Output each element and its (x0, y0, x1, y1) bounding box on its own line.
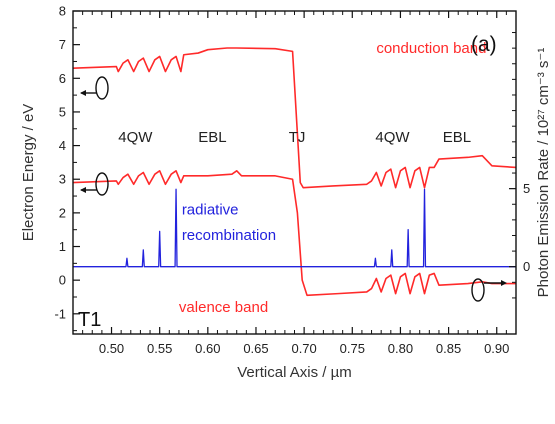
annotation-ebl: EBL (443, 129, 471, 146)
annotation-valence-band: valence band (179, 299, 268, 316)
y-tick-label: -1 (54, 306, 66, 321)
y-tick-label: 4 (59, 138, 66, 153)
annotation-tj: TJ (289, 129, 306, 146)
x-tick-label: 0.55 (147, 341, 172, 356)
y-tick-label: 7 (59, 37, 66, 52)
annotation-recombination: recombination (182, 227, 276, 244)
y-tick-label: 5 (59, 104, 66, 119)
left-axis-marker-conduction (80, 76, 109, 100)
x-tick-label: 0.75 (340, 341, 365, 356)
right-axis-marker-emission (471, 278, 507, 302)
right-y-tick-label: 0 (523, 259, 530, 274)
series-line-conduction-band-0 (72, 47, 517, 189)
annotation-ebl: EBL (198, 129, 226, 146)
y-tick-label: 1 (59, 239, 66, 254)
y-tick-label: 6 (59, 71, 66, 86)
x-tick-label: 0.90 (484, 341, 509, 356)
panel-label: (a) (471, 33, 497, 56)
right-y-axis-label: Photon Emission Rate / 10²⁷ cm⁻³ s⁻¹ (535, 48, 552, 298)
x-tick-label: 0.70 (291, 341, 316, 356)
y-tick-label: 3 (59, 172, 66, 187)
plot-series-group (72, 47, 517, 297)
sample-label: T1 (78, 309, 101, 331)
y-axis-label: Electron Energy / eV (20, 104, 37, 242)
x-tick-label: 0.60 (195, 341, 220, 356)
axis-direction-markers (80, 76, 507, 302)
annotation-4qw: 4QW (375, 129, 410, 146)
x-tick-label: 0.50 (99, 341, 124, 356)
series-line-valence-band-1 (72, 170, 516, 297)
x-tick-label: 0.85 (436, 341, 461, 356)
annotation-radiative: radiative (182, 202, 239, 219)
labels-group: 0.50 0.55 0.60 0.65 0.70 0.75 0.80 0.85 0.90 -1 0 1… (20, 4, 552, 382)
x-tick-label: 0.80 (388, 341, 413, 356)
y-tick-label: 0 (59, 273, 66, 288)
y-tick-label: 2 (59, 205, 66, 220)
annotation-4qw: 4QW (118, 129, 153, 146)
y-tick-label: 8 (59, 4, 66, 19)
right-y-tick-label: 5 (523, 181, 530, 196)
x-axis-label: Vertical Axis / µm (237, 364, 352, 381)
series-line-radiative-recombination-2 (73, 188, 516, 268)
annotation-conduction-band: conduction band (376, 40, 486, 57)
x-tick-label: 0.65 (243, 341, 268, 356)
axes-group (72, 10, 517, 335)
left-axis-marker-valence (80, 172, 109, 196)
